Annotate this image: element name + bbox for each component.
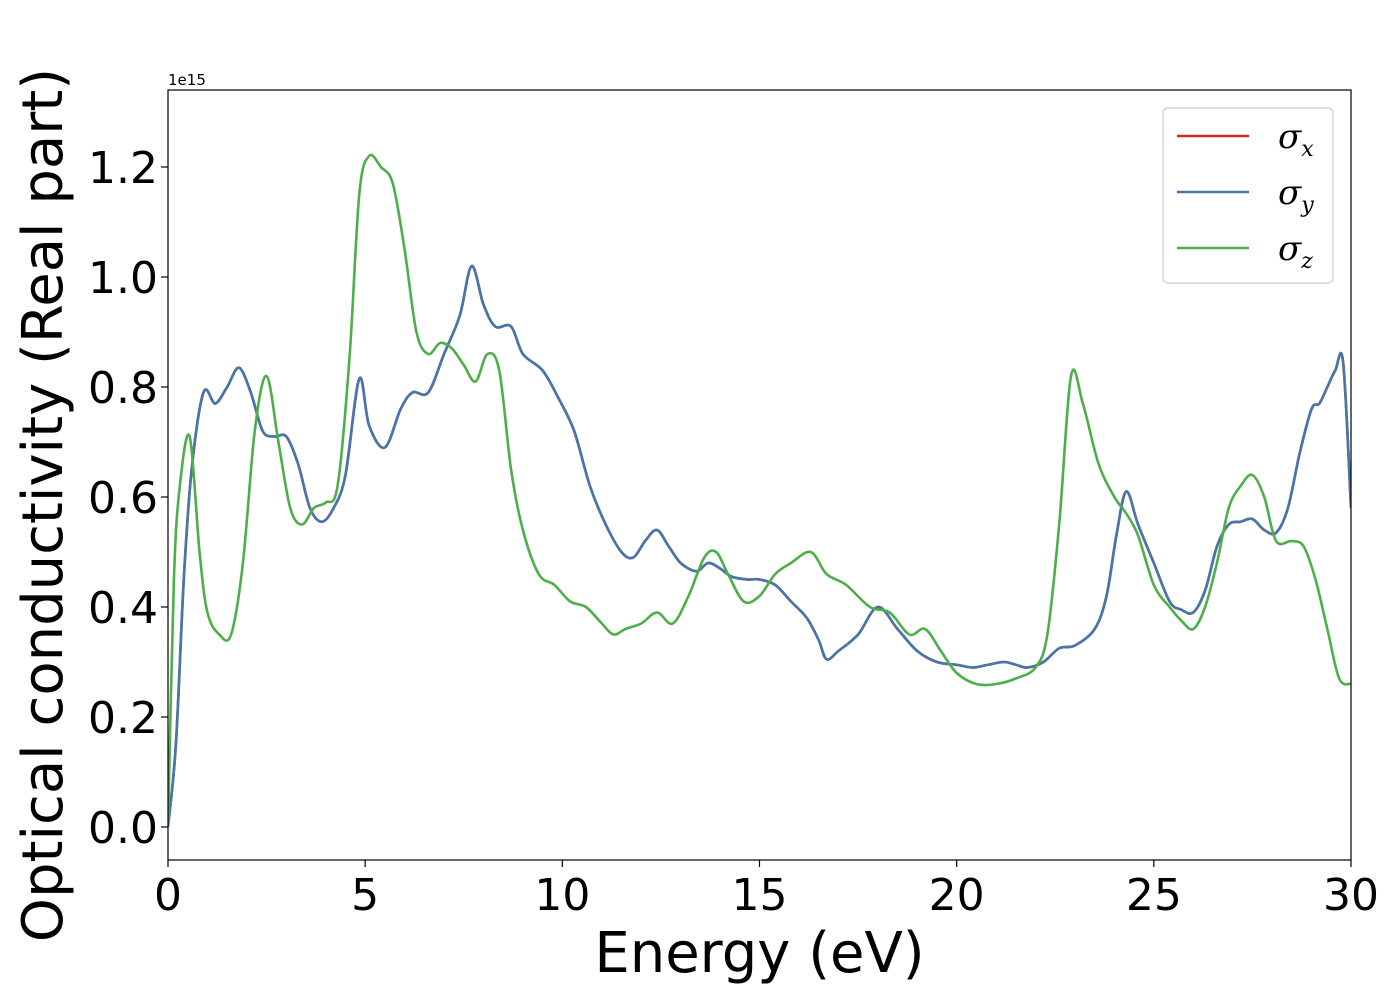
x-tick-label: 15: [732, 870, 788, 921]
legend-label-x: σx: [1278, 117, 1314, 162]
y-tick-label: 0.2: [88, 693, 158, 744]
x-tick-label: 30: [1323, 870, 1379, 921]
y-tick-label: 0.8: [88, 363, 158, 414]
legend-label-z: σz: [1278, 229, 1313, 274]
legend-box: [1162, 107, 1334, 284]
x-tick-label: 10: [534, 870, 590, 921]
y-offset-label: 1e15: [168, 71, 206, 89]
legend-label-y: σy: [1278, 173, 1314, 218]
series-line-y: [168, 264, 1351, 828]
plot-lines: [168, 153, 1351, 828]
x-tick-label: 25: [1126, 870, 1182, 921]
y-tick-label: 1.2: [88, 143, 158, 194]
y-axis: 0.0 0.2 0.4 0.6 0.8 1.0 1.2: [88, 143, 168, 854]
series-line-x: [168, 264, 1351, 828]
x-axis-title: Energy (eV): [594, 921, 924, 986]
legend: σx σy σz: [1162, 107, 1334, 284]
x-tick-label: 0: [154, 870, 182, 921]
series-line-z: [168, 153, 1351, 828]
y-axis-title: Optical conductivity (Real part): [11, 68, 76, 942]
y-tick-label: 0.6: [88, 473, 158, 524]
y-tick-label: 0.0: [88, 803, 158, 854]
y-tick-label: 0.4: [88, 583, 158, 634]
x-tick-label: 5: [351, 870, 379, 921]
y-tick-label: 1.0: [88, 253, 158, 304]
x-axis: 0 5 10 15 20 25 30: [154, 860, 1379, 921]
x-tick-label: 20: [929, 870, 985, 921]
